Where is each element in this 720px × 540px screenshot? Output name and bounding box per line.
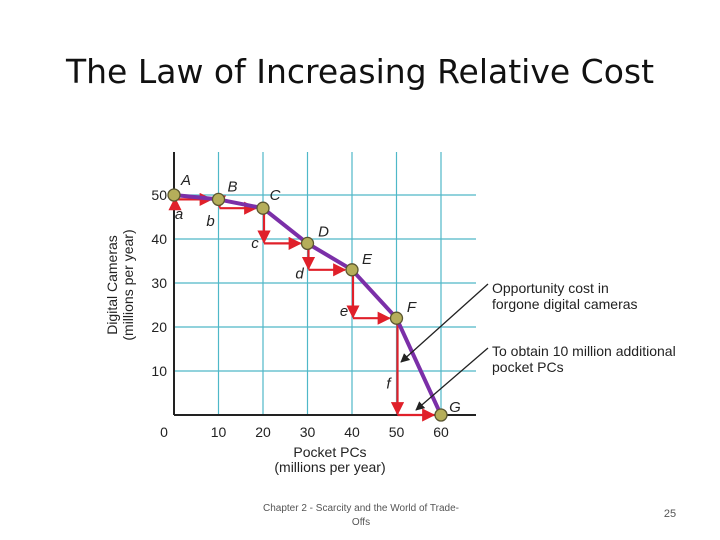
y-axis-label-line-2: (millions per year) (120, 229, 136, 340)
point-E (345, 263, 359, 277)
x-tick-label-60: 60 (433, 424, 449, 440)
tick-labels: 0 10 20 30 40 50 60 10 20 30 40 50 (151, 187, 449, 440)
x-tick-label-10: 10 (211, 424, 227, 440)
footer-line-2: Offs (351, 517, 371, 528)
step-label-c: c (251, 235, 259, 252)
y-axis-label-line-1: Digital Cameras (104, 235, 120, 335)
annotation-2-line-2: pocket PCs (492, 359, 564, 375)
opportunity-cost-steps: a b c d e f (168, 192, 436, 422)
point-label-B: B (227, 178, 237, 195)
slide-footer: Chapter 2 - Scarcity and the World of Tr… (250, 502, 472, 530)
y-tick-label-30: 30 (151, 275, 167, 291)
step-label-a: a (175, 206, 183, 223)
point-label-F: F (407, 299, 417, 316)
point-D (300, 236, 315, 251)
y-tick-label-40: 40 (151, 231, 167, 247)
annotation-1-pointer (400, 283, 489, 363)
annotation-1-line-1: Opportunity cost in (492, 280, 609, 296)
step-label-e: e (340, 303, 348, 320)
page-number: 25 (663, 508, 677, 520)
x-axis-label-line-2: (millions per year) (274, 459, 385, 475)
point-G (434, 408, 448, 422)
step-label-d: d (295, 266, 304, 283)
annotation-2-line-1: To obtain 10 million additional (492, 343, 676, 359)
footer-line-1: Chapter 2 - Scarcity and the World of Tr… (262, 503, 459, 514)
step-label-b: b (206, 213, 214, 230)
grid (174, 152, 476, 415)
point-B (211, 192, 226, 207)
point-label-C: C (270, 187, 281, 204)
point-C (256, 201, 270, 215)
x-tick-label-40: 40 (344, 424, 360, 440)
x-axis-label-line-1: Pocket PCs (293, 444, 366, 460)
point-A (167, 188, 181, 202)
slide-title: The Law of Increasing Relative Cost (65, 52, 655, 91)
x-tick-label-20: 20 (255, 424, 271, 440)
point-label-D: D (318, 223, 329, 240)
point-label-A: A (180, 172, 191, 189)
y-tick-label-50: 50 (151, 187, 167, 203)
annotation-1-line-2: forgone digital cameras (492, 296, 638, 312)
x-tick-label-30: 30 (300, 424, 316, 440)
x-tick-label-0: 0 (160, 424, 168, 440)
y-tick-label-10: 10 (151, 363, 167, 379)
y-tick-label-20: 20 (151, 319, 167, 335)
annotation-2-pointer (415, 347, 489, 411)
point-label-E: E (362, 251, 373, 268)
step-label-f: f (386, 376, 392, 393)
x-tick-label-50: 50 (389, 424, 405, 440)
point-F (389, 311, 404, 325)
axis-labels: Pocket PCs(millions per year)Digital Cam… (104, 229, 386, 475)
curve-points: A B C D E F G (167, 172, 461, 422)
point-label-G: G (449, 399, 461, 416)
